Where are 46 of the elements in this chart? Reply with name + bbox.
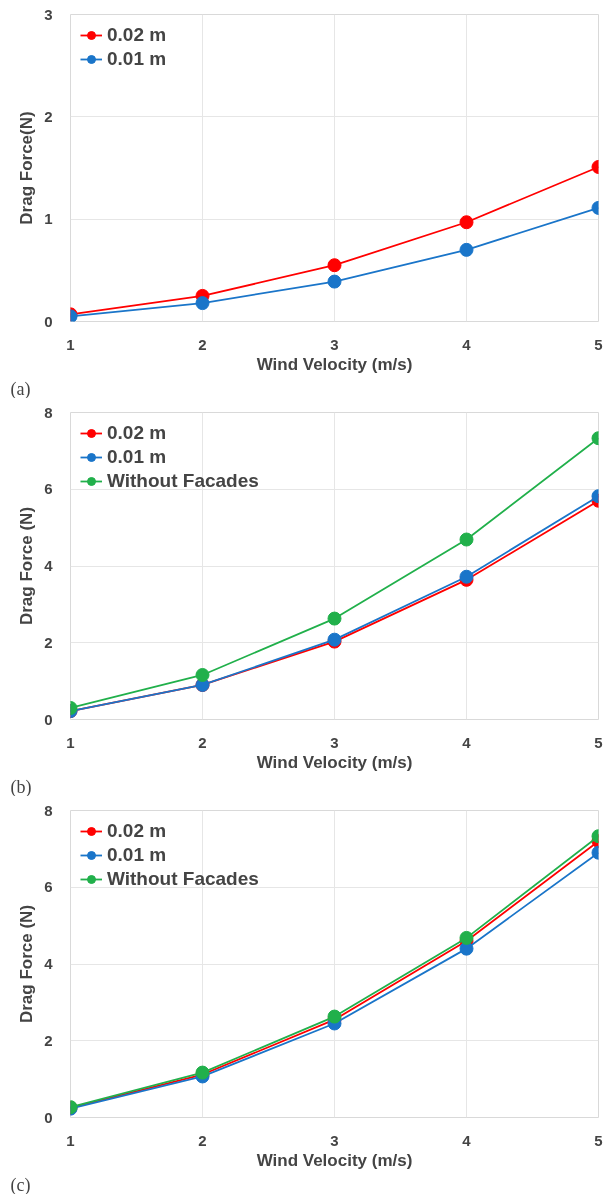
x-tick-label: 3 [330, 1131, 339, 1149]
legend-label: 0.02 m [107, 820, 167, 842]
legend-label: 0.01 m [107, 446, 167, 468]
x-axis-title: Wind Velocity (m/s) [256, 752, 413, 772]
y-tick-label: 6 [44, 480, 53, 498]
x-tick-label: 2 [198, 1131, 207, 1149]
y-tick-label: 3 [44, 5, 53, 23]
y-tick-label: 8 [44, 403, 53, 421]
x-tick-label: 5 [594, 733, 603, 751]
y-tick-label: 2 [44, 633, 53, 651]
y-tick-label: 0 [44, 1108, 53, 1126]
y-tick-label: 0 [44, 710, 53, 728]
x-tick-label: 2 [198, 335, 207, 353]
y-tick-label: 0 [44, 312, 53, 330]
y-axis-title: Drag Force(N) [17, 111, 37, 225]
text: (b) [10, 776, 32, 798]
x-tick-label: 4 [462, 335, 472, 353]
x-tick-label: 4 [462, 1131, 472, 1149]
text: (a) [10, 378, 31, 400]
legend-label: 0.01 m [107, 48, 167, 70]
text: (c) [10, 1174, 31, 1196]
x-axis-title: Wind Velocity (m/s) [256, 354, 413, 374]
x-tick-label: 1 [66, 733, 75, 751]
legend-label: 0.02 m [107, 422, 167, 444]
y-tick-label: 8 [44, 801, 53, 819]
x-tick-label: 3 [330, 733, 339, 751]
y-tick-label: 4 [44, 557, 54, 574]
legend-label: Without Facades [107, 868, 259, 890]
x-tick-label: 2 [198, 733, 207, 751]
y-tick-label: 6 [44, 878, 53, 896]
y-tick-label: 2 [44, 107, 53, 125]
y-tick-label: 2 [44, 1031, 53, 1049]
y-axis-title: Drag Force (N) [17, 904, 37, 1024]
legend-label: 0.02 m [107, 24, 167, 46]
legend-label: 0.01 m [107, 844, 167, 866]
legend-label: Without Facades [107, 470, 259, 492]
x-tick-label: 1 [66, 1131, 75, 1149]
x-tick-label: 3 [330, 335, 339, 353]
x-tick-label: 1 [66, 335, 75, 353]
x-tick-label: 4 [462, 733, 472, 751]
y-axis-title: Drag Force (N) [17, 506, 37, 626]
y-tick-label: 4 [44, 955, 54, 972]
x-tick-label: 5 [594, 1131, 603, 1149]
y-tick-label: 1 [44, 210, 53, 228]
x-tick-label: 5 [594, 335, 603, 353]
x-axis-title: Wind Velocity (m/s) [256, 1150, 413, 1170]
